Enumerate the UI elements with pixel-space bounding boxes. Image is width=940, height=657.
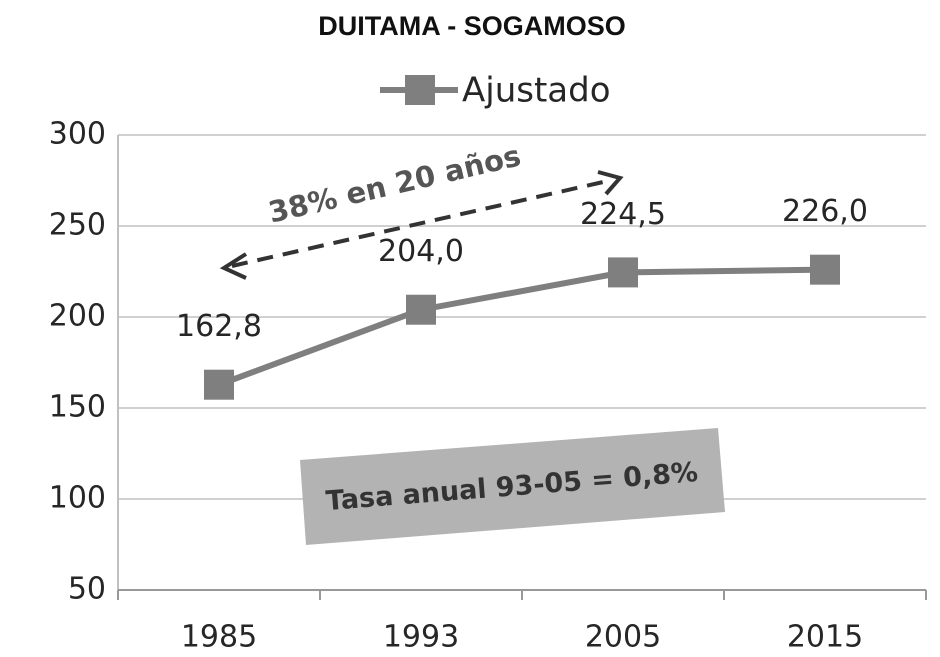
data-label: 204,0 <box>378 234 464 269</box>
x-tick-label: 2005 <box>585 620 661 655</box>
x-tick-label: 1985 <box>181 620 257 655</box>
plot-area: 50 100 150 200 250 300 1985 1993 2005 2015 162,8 20… <box>49 117 927 655</box>
y-tick-label: 300 <box>49 117 106 152</box>
legend-label: Ajustado <box>462 71 611 111</box>
annotation-arrow <box>219 170 624 280</box>
y-tick-label: 100 <box>49 481 106 516</box>
y-tick-label: 150 <box>49 390 106 425</box>
legend-marker <box>405 75 435 105</box>
data-label: 224,5 <box>580 197 666 232</box>
y-tick-label: 200 <box>49 299 106 334</box>
data-label: 226,0 <box>782 194 868 229</box>
chart-title: DUITAMA - SOGAMOSO <box>318 11 625 41</box>
point-marker <box>810 254 840 285</box>
point-marker <box>204 369 234 400</box>
annotation-box <box>300 428 725 545</box>
y-tick-label: 50 <box>68 572 106 607</box>
point-marker <box>406 294 436 325</box>
point-marker <box>608 257 638 288</box>
series-line <box>217 266 826 388</box>
x-tick-label: 1993 <box>383 620 459 655</box>
x-tick-label: 2015 <box>787 620 863 655</box>
y-tick-label: 250 <box>49 208 106 243</box>
data-label: 162,8 <box>176 309 262 344</box>
annotation: 38% en 20 años <box>265 138 524 229</box>
